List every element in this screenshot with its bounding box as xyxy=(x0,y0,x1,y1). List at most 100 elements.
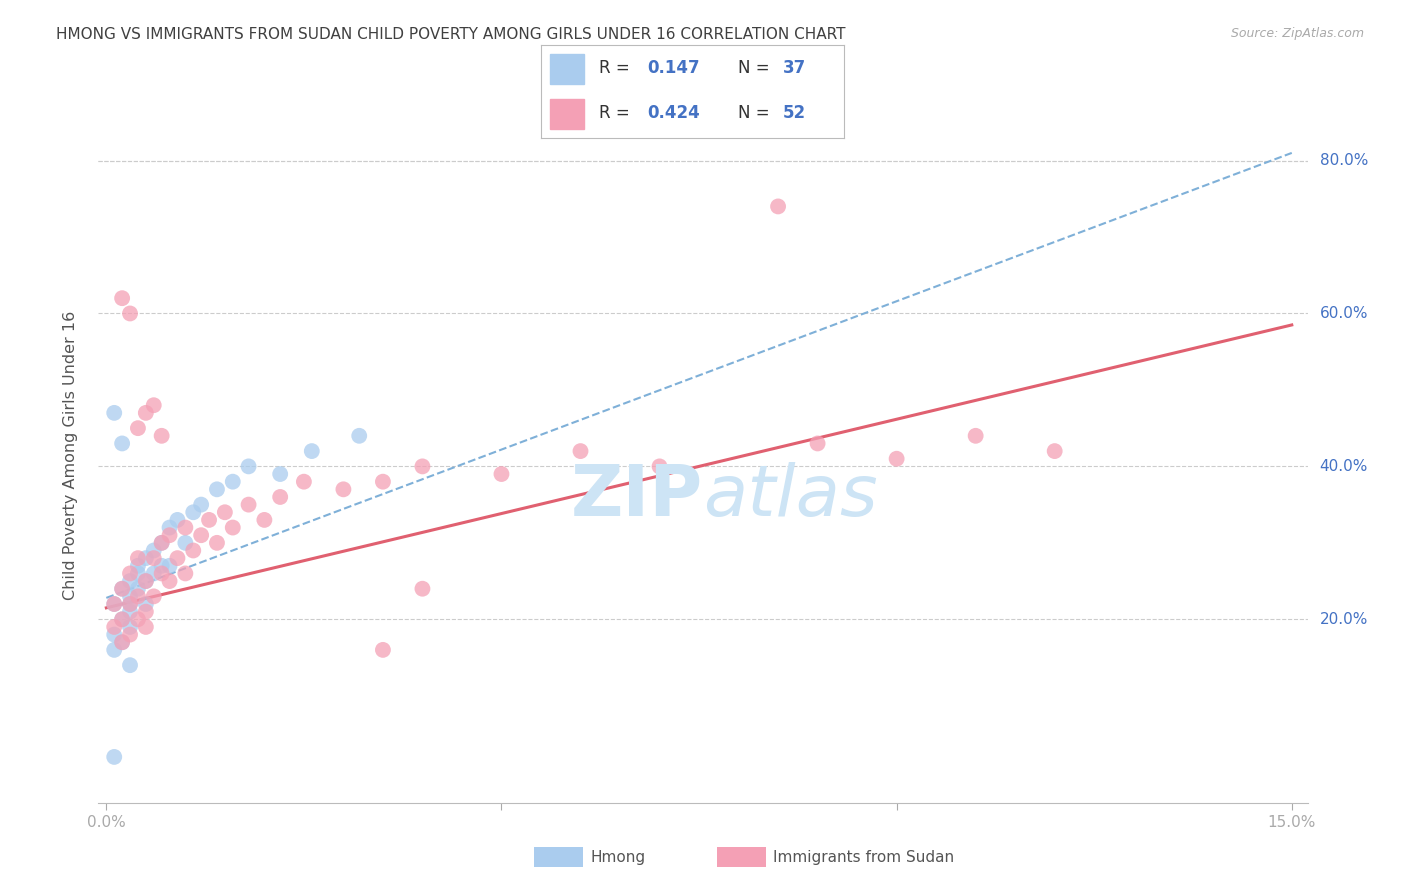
Point xyxy=(135,597,157,611)
Text: 37: 37 xyxy=(783,60,807,78)
Point xyxy=(127,558,149,573)
Point xyxy=(142,398,165,412)
Point xyxy=(150,429,173,443)
Point xyxy=(135,574,157,588)
Point xyxy=(491,467,513,481)
Point xyxy=(159,528,181,542)
Point xyxy=(118,605,141,619)
Point xyxy=(648,459,671,474)
Point xyxy=(135,406,157,420)
Point xyxy=(371,475,394,489)
Point xyxy=(118,597,141,611)
Point xyxy=(411,582,433,596)
Point xyxy=(103,643,125,657)
Point xyxy=(181,505,204,519)
Text: 80.0%: 80.0% xyxy=(1320,153,1368,168)
Point xyxy=(1043,444,1066,458)
Point xyxy=(166,513,188,527)
Text: 20.0%: 20.0% xyxy=(1320,612,1368,627)
Point xyxy=(118,306,141,320)
Point xyxy=(103,627,125,641)
Point xyxy=(807,436,830,450)
Text: 40.0%: 40.0% xyxy=(1320,458,1368,474)
Point xyxy=(174,536,197,550)
Point xyxy=(159,558,181,573)
Point xyxy=(159,520,181,534)
Text: R =: R = xyxy=(599,104,634,122)
Point xyxy=(371,643,394,657)
Point xyxy=(118,620,141,634)
Point xyxy=(118,590,141,604)
Point xyxy=(111,635,134,649)
Point xyxy=(127,582,149,596)
Point xyxy=(269,490,291,504)
Point xyxy=(166,551,188,566)
Point xyxy=(198,513,221,527)
Text: N =: N = xyxy=(738,60,775,78)
Point xyxy=(103,620,125,634)
Text: atlas: atlas xyxy=(703,462,877,531)
Point xyxy=(111,436,134,450)
Point xyxy=(886,451,908,466)
Point xyxy=(111,582,134,596)
Point xyxy=(142,566,165,581)
Point xyxy=(135,605,157,619)
Point xyxy=(127,551,149,566)
Text: Source: ZipAtlas.com: Source: ZipAtlas.com xyxy=(1230,27,1364,40)
Point xyxy=(347,429,370,443)
Point xyxy=(214,505,236,519)
Point xyxy=(127,612,149,626)
Bar xyxy=(550,54,583,84)
Point xyxy=(111,635,134,649)
Text: Hmong: Hmong xyxy=(591,850,645,864)
Point xyxy=(222,475,245,489)
Point xyxy=(238,498,260,512)
Point xyxy=(269,467,291,481)
Point xyxy=(135,574,157,588)
Point xyxy=(127,566,149,581)
Point xyxy=(301,444,323,458)
Point xyxy=(118,597,141,611)
Text: 0.424: 0.424 xyxy=(647,104,700,122)
Point xyxy=(174,566,197,581)
Point xyxy=(103,597,125,611)
Point xyxy=(205,483,228,497)
Point xyxy=(766,199,789,213)
Text: ZIP: ZIP xyxy=(571,462,703,531)
Point xyxy=(159,574,181,588)
Point xyxy=(111,612,134,626)
Text: HMONG VS IMMIGRANTS FROM SUDAN CHILD POVERTY AMONG GIRLS UNDER 16 CORRELATION CH: HMONG VS IMMIGRANTS FROM SUDAN CHILD POV… xyxy=(56,27,846,42)
Point xyxy=(118,566,141,581)
Point xyxy=(135,551,157,566)
Point xyxy=(292,475,315,489)
Point xyxy=(111,291,134,305)
Point xyxy=(150,536,173,550)
Bar xyxy=(550,99,583,129)
Point xyxy=(253,513,276,527)
Point xyxy=(142,551,165,566)
Text: Immigrants from Sudan: Immigrants from Sudan xyxy=(773,850,955,864)
Point xyxy=(135,620,157,634)
Point xyxy=(127,421,149,435)
Point xyxy=(142,543,165,558)
Point xyxy=(965,429,987,443)
Text: 60.0%: 60.0% xyxy=(1320,306,1368,321)
Point xyxy=(205,536,228,550)
Point xyxy=(118,574,141,588)
Point xyxy=(118,658,141,673)
Text: N =: N = xyxy=(738,104,775,122)
Point xyxy=(411,459,433,474)
Point xyxy=(222,520,245,534)
Point xyxy=(118,627,141,641)
Point xyxy=(103,750,125,764)
Point xyxy=(190,528,212,542)
Point xyxy=(142,590,165,604)
Point xyxy=(111,612,134,626)
Point xyxy=(569,444,592,458)
Point xyxy=(103,406,125,420)
Point xyxy=(111,582,134,596)
Y-axis label: Child Poverty Among Girls Under 16: Child Poverty Among Girls Under 16 xyxy=(63,310,77,599)
Point xyxy=(332,483,354,497)
Point xyxy=(150,558,173,573)
Text: R =: R = xyxy=(599,60,634,78)
